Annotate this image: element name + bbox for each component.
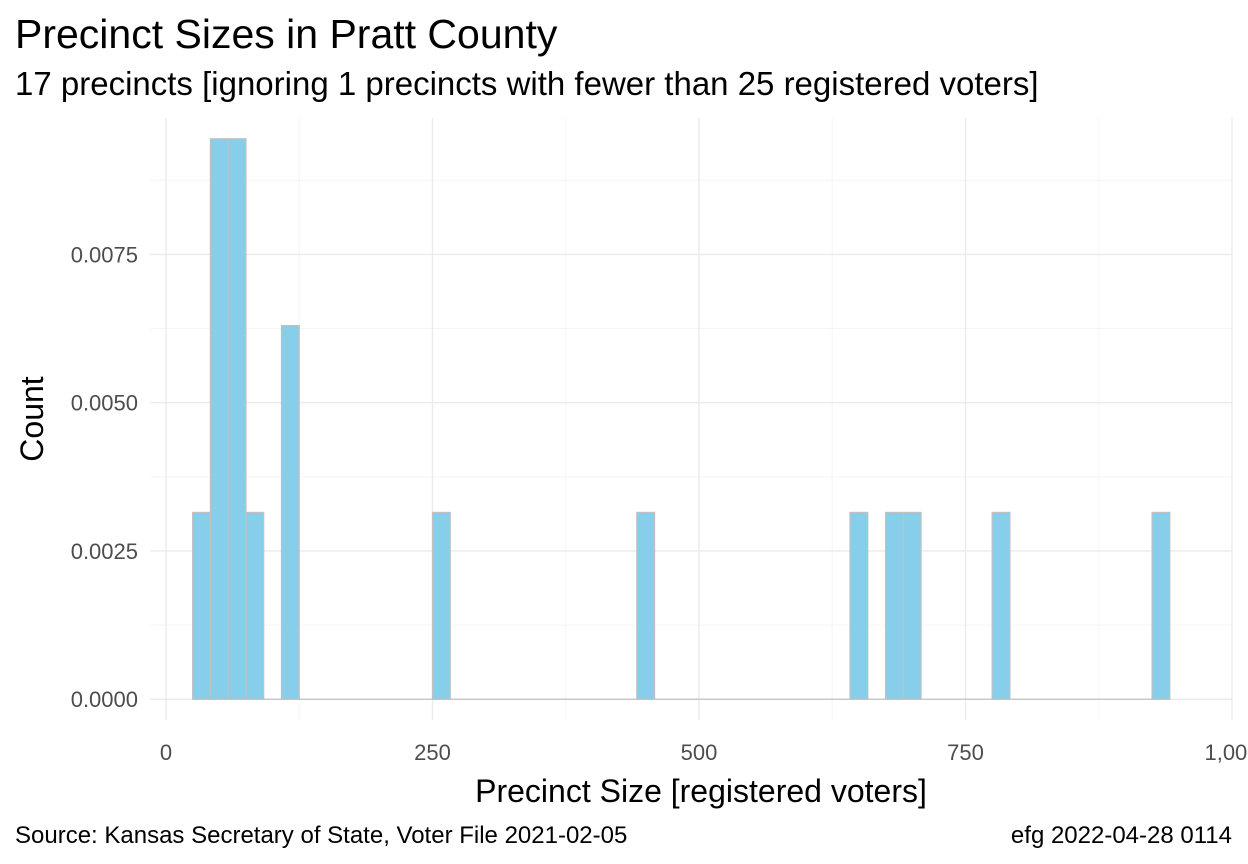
histogram-bar bbox=[192, 511, 212, 700]
tick-labels-layer: 0.0000 0.0025 0.0050 0.0075 0 250 500 750 1,000 bbox=[71, 242, 1248, 765]
histogram-bar bbox=[902, 511, 922, 700]
x-tick-label: 1,000 bbox=[1204, 740, 1248, 765]
histogram-bar bbox=[1151, 511, 1171, 700]
chart-subtitle: 17 precincts [ignoring 1 precincts with … bbox=[15, 65, 1039, 102]
histogram-bar bbox=[431, 511, 451, 700]
x-tick-label: 0 bbox=[160, 740, 172, 765]
histogram-bar bbox=[209, 138, 229, 700]
y-axis-title: Count bbox=[14, 376, 50, 462]
histogram-bar bbox=[636, 511, 656, 700]
histogram-bar bbox=[884, 511, 904, 700]
x-tick-label: 500 bbox=[681, 740, 718, 765]
y-tick-label: 0.0050 bbox=[71, 391, 138, 416]
x-axis-title: Precinct Size [registered voters] bbox=[475, 773, 927, 809]
histogram-bar bbox=[991, 511, 1011, 700]
chart-title: Precinct Sizes in Pratt County bbox=[15, 11, 558, 57]
histogram-bar bbox=[849, 511, 869, 700]
histogram-bar bbox=[227, 138, 247, 700]
bars-layer bbox=[192, 138, 1171, 700]
x-tick-label: 250 bbox=[414, 740, 451, 765]
histogram-bar bbox=[280, 324, 300, 700]
grid-layer bbox=[150, 118, 1233, 720]
y-tick-label: 0.0025 bbox=[71, 539, 138, 564]
histogram-bar bbox=[245, 511, 265, 700]
y-tick-label: 0.0000 bbox=[71, 687, 138, 712]
timestamp-caption: efg 2022-04-28 0114 bbox=[1010, 822, 1232, 849]
source-caption: Source: Kansas Secretary of State, Voter… bbox=[15, 822, 628, 849]
x-tick-label: 750 bbox=[947, 740, 984, 765]
y-tick-label: 0.0075 bbox=[71, 242, 138, 267]
